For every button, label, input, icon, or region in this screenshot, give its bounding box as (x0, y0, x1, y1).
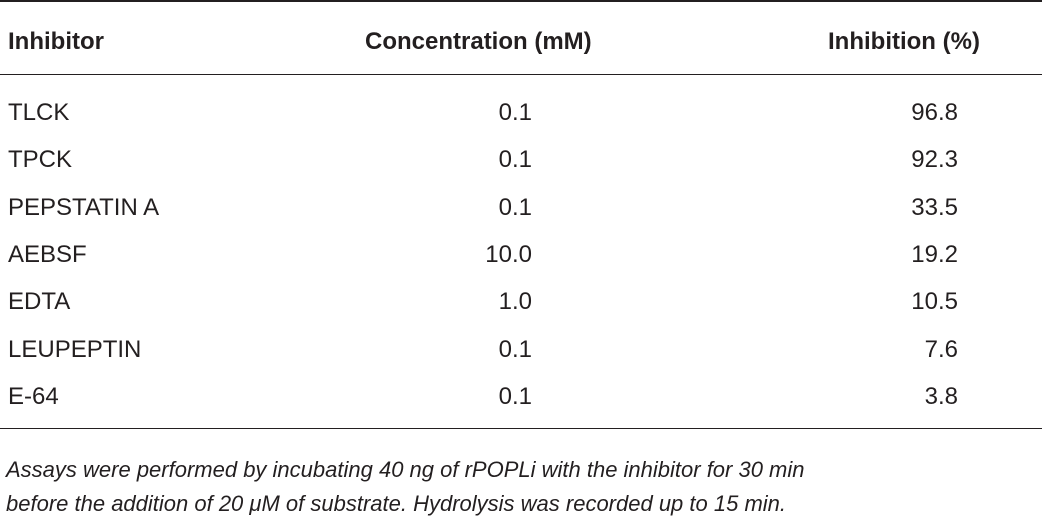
header-rule (0, 74, 1042, 75)
table-cell: 3.8 (924, 382, 958, 410)
table-cell: 0.1 (498, 99, 532, 126)
table-cell: PEPSTATIN A (8, 193, 160, 221)
table-cell: TPCK (8, 146, 73, 174)
table-cell: TLCK (8, 99, 70, 126)
table-cell: LEUPEPTIN (8, 335, 142, 363)
table-cell: 96.8 (911, 99, 958, 126)
table-cell: 19.2 (911, 240, 958, 268)
header-cell: Inhibition (%) (828, 28, 980, 55)
table-cell: 33.5 (911, 193, 958, 221)
table-cell: 92.3 (911, 146, 958, 174)
footnote-line: Assays were performed by incubating 40 n… (6, 457, 805, 482)
table-cell: 10.5 (911, 288, 958, 316)
table-cell: 7.6 (924, 335, 958, 363)
table-cell: AEBSF (8, 240, 87, 268)
table-cell: EDTA (8, 288, 71, 316)
table-cell: 0.1 (498, 146, 532, 174)
table-cell: 10.0 (485, 240, 532, 268)
table-cell: 0.1 (498, 335, 532, 363)
table-cell: E-64 (8, 382, 59, 410)
table-cell: 0.1 (498, 382, 532, 410)
table-cell: 0.1 (498, 193, 532, 221)
header-cell: Inhibitor (8, 28, 104, 55)
table-cell: 1.0 (498, 288, 532, 316)
footnote-line: before the addition of 20 μM of substrat… (6, 491, 787, 516)
bottom-rule (0, 428, 1042, 429)
header-cell: Concentration (mM) (365, 28, 592, 55)
top-rule (0, 0, 1042, 2)
